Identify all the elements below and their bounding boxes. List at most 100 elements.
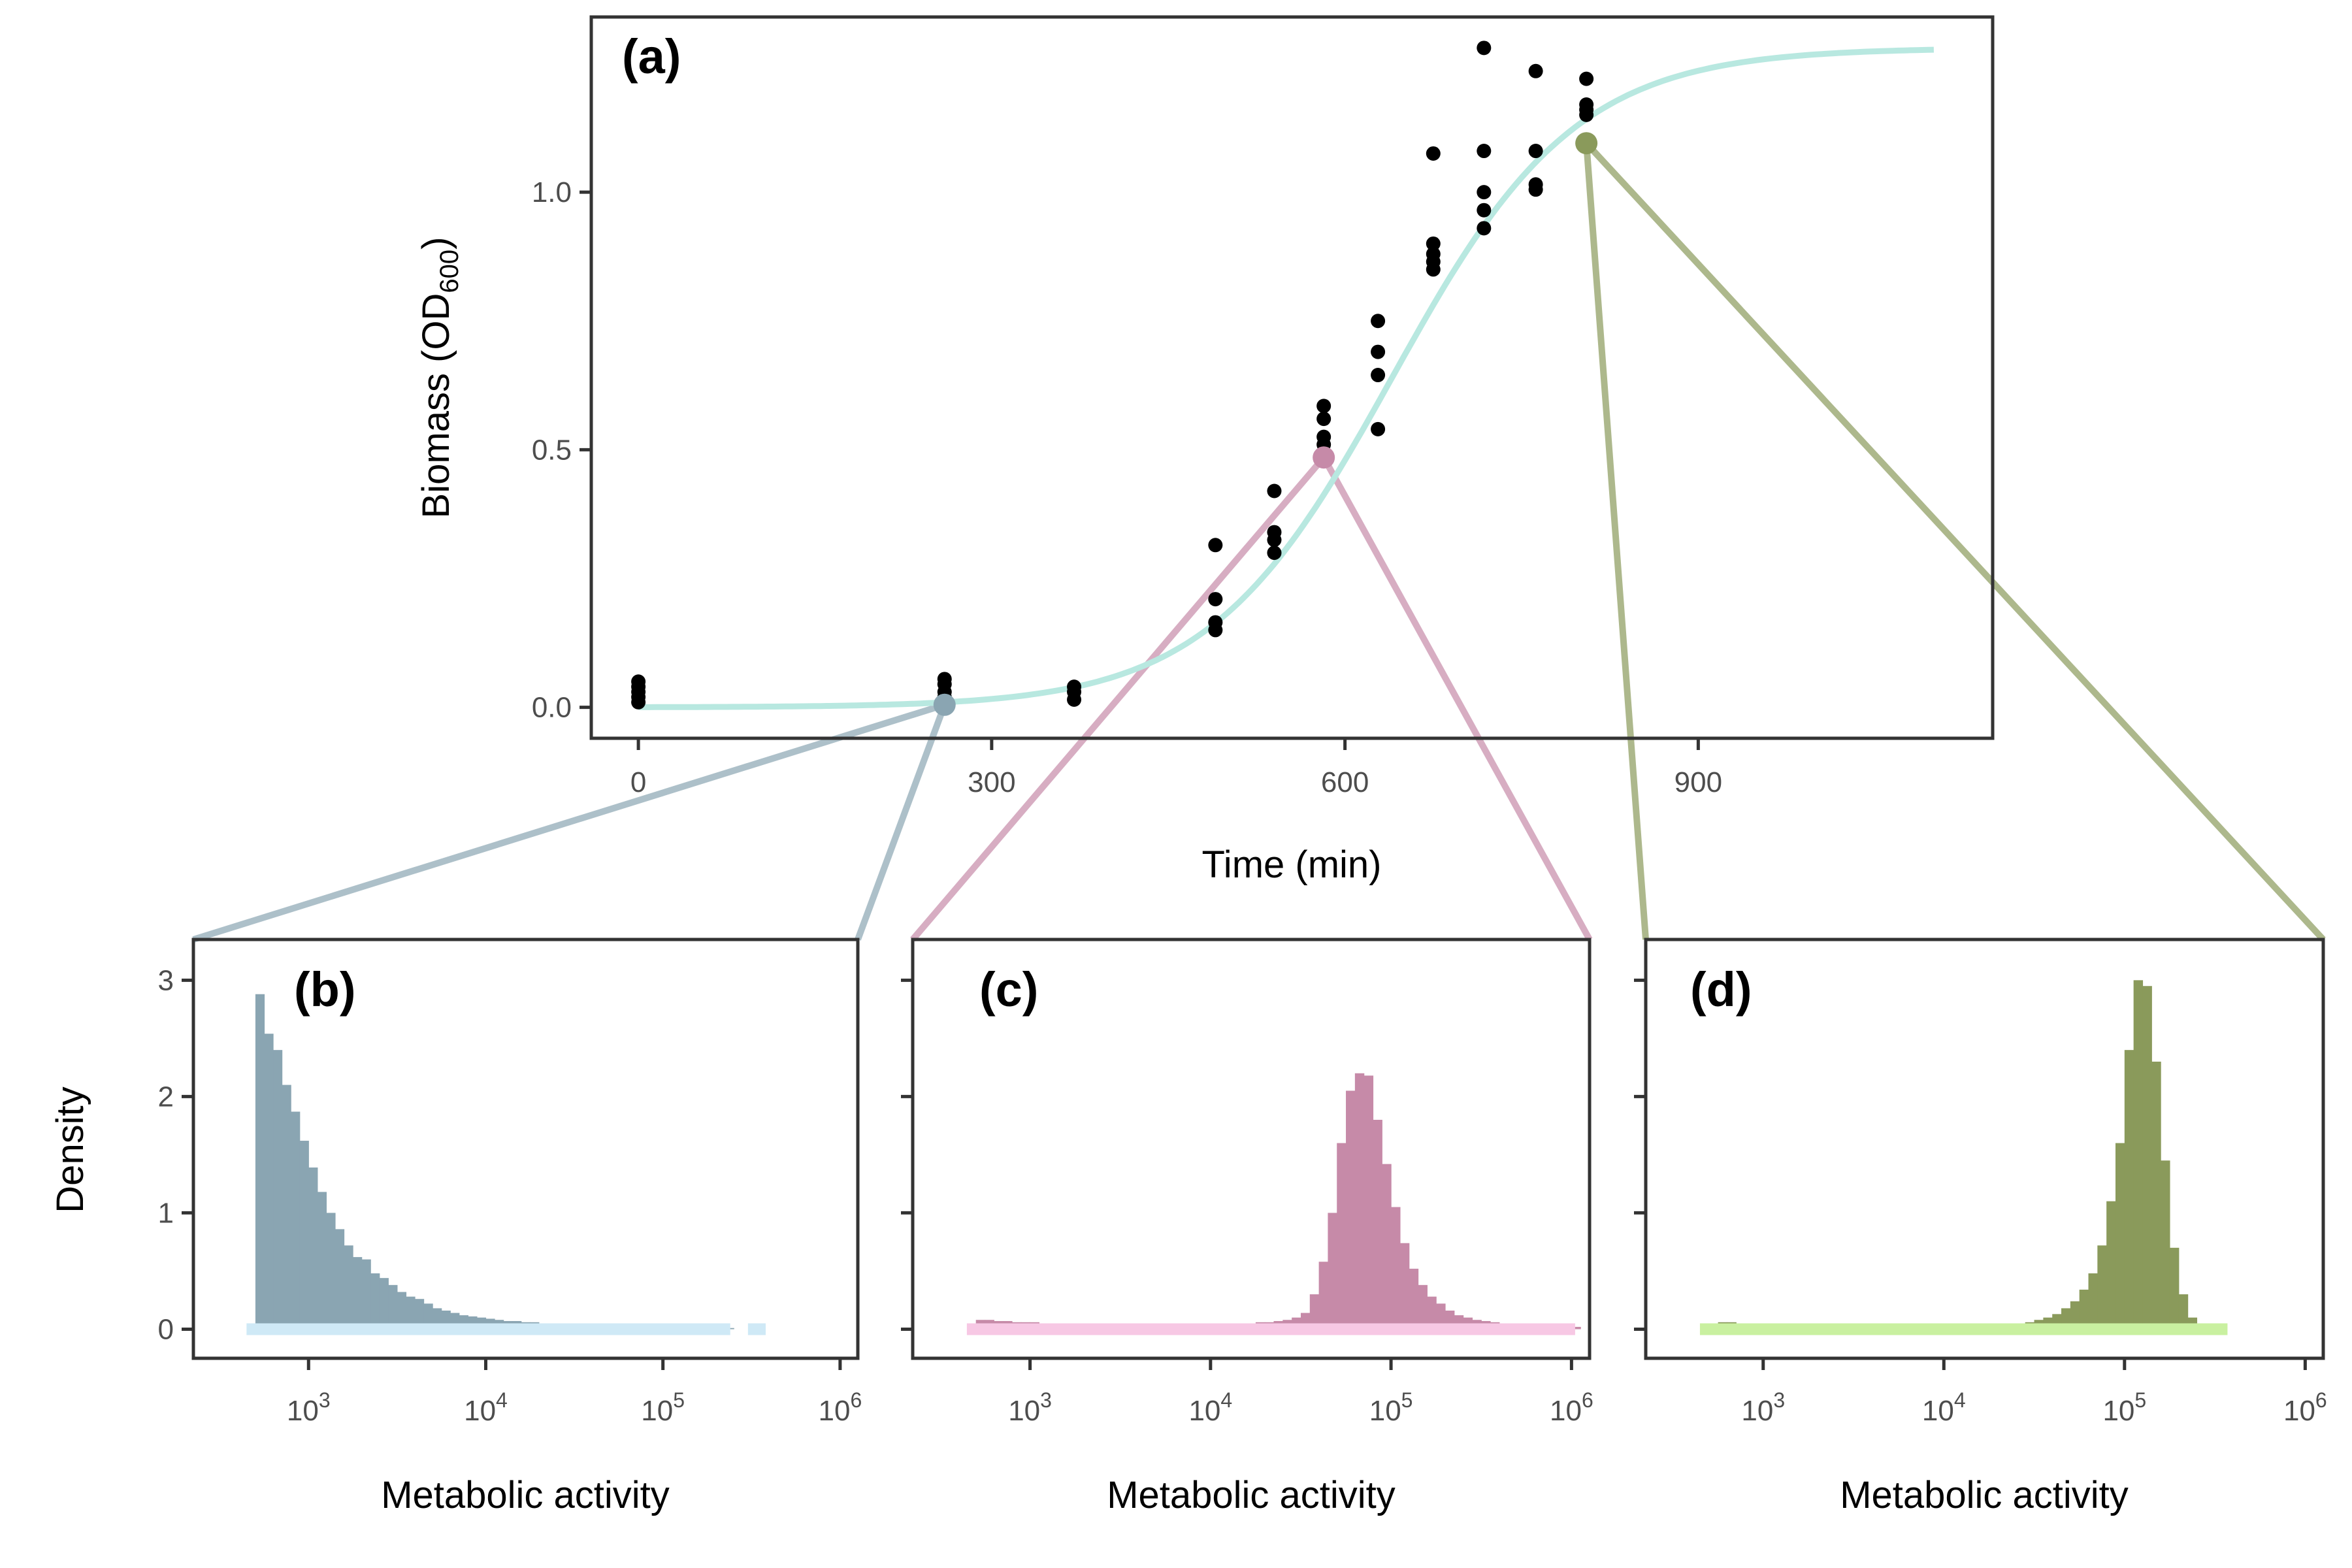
tick-base: 10 (2283, 1395, 2315, 1427)
tick-base: 10 (464, 1395, 496, 1427)
panel-d-bar-45 (2106, 1201, 2116, 1330)
tick-exponent: 6 (2315, 1388, 2327, 1412)
tick-exponent: 4 (496, 1388, 508, 1412)
biomass-point-34 (1477, 221, 1492, 236)
biomass-point-35 (1477, 203, 1492, 218)
panel-c-histogram: 103 104 105 106 (c) Metabolic activity (901, 938, 1593, 1516)
panel-d-bar-47 (2124, 1050, 2134, 1330)
panel-d-axes: 103 104 105 106 (1634, 978, 2327, 1427)
panel-b-bar-19 (415, 1299, 425, 1330)
panel-b-x-tick-label-6: 106 (819, 1388, 862, 1427)
panel-b-bar-5 (291, 1111, 301, 1330)
biomass-point-38 (1477, 41, 1492, 56)
biomass-point-33 (1426, 146, 1441, 161)
tick-base: 10 (1369, 1395, 1401, 1427)
zoom-line-left-3 (1583, 142, 1649, 940)
panel-d-x-tick-label-3: 103 (1741, 1388, 1785, 1427)
biomass-point-40 (1528, 177, 1543, 192)
tick-base: 10 (2102, 1395, 2134, 1427)
biomass-point-42 (1528, 63, 1543, 78)
tick-exponent: 3 (1040, 1388, 1052, 1412)
panel-c-bar-45 (1373, 1119, 1382, 1330)
tick-exponent: 3 (319, 1388, 331, 1412)
panel-c-label: (c) (979, 962, 1038, 1017)
panel-b-y-tick-label-3: 3 (158, 964, 174, 996)
y-axis-title-subscript: 600 (435, 250, 464, 293)
panel-b-y-axis-title: Density (49, 1086, 91, 1213)
biomass-point-31 (1426, 246, 1441, 261)
biomass-point-23 (1316, 412, 1331, 427)
biomass-point-19 (1267, 525, 1282, 540)
biomass-point-9 (937, 672, 952, 687)
panel-b-bar-1 (255, 994, 265, 1330)
y-axis-title-end: ) (415, 237, 457, 250)
tick-base: 10 (1741, 1395, 1773, 1427)
tick-base: 10 (1550, 1395, 1582, 1427)
zoom-line-right-3 (1584, 140, 2326, 942)
panel-c-x-tick-label-5: 105 (1369, 1388, 1413, 1427)
fitted-growth-curve (638, 46, 1934, 710)
tick-base: 10 (641, 1395, 673, 1427)
panel-b-bar-13 (361, 1259, 371, 1330)
panel-b-bar-20 (423, 1303, 433, 1330)
panel-d-bar-42 (2079, 1289, 2089, 1330)
panel-a-y-axis-title: Biomass (OD600) (415, 237, 464, 519)
biomass-point-46 (1579, 71, 1594, 86)
sample-timepoint-markers (933, 132, 1598, 716)
panel-c-bar-40 (1328, 1213, 1337, 1330)
panel-a-y-tick-label-0.0: 0.0 (532, 692, 572, 724)
panel-b-frame (191, 938, 860, 1360)
tick-base: 10 (819, 1395, 851, 1427)
tick-exponent: 3 (1773, 1388, 1785, 1412)
biomass-point-20 (1267, 483, 1282, 498)
tick-base: 10 (1008, 1395, 1040, 1427)
panel-c-bar-41 (1337, 1143, 1347, 1330)
panel-c-bar-47 (1391, 1207, 1401, 1330)
panel-b-bar-3 (273, 1050, 283, 1330)
biomass-point-41 (1528, 144, 1543, 159)
panel-b-x-tick-label-4: 104 (464, 1388, 508, 1427)
panel-d-bar-41 (2070, 1301, 2080, 1330)
panel-d-x-tick-label-4: 104 (1922, 1388, 1966, 1427)
panel-b-label: (b) (294, 962, 356, 1017)
panel-b-y-tick-label-0: 0 (158, 1313, 174, 1345)
tick-base: 10 (1188, 1395, 1220, 1427)
panel-a-x-tick-label-300: 300 (968, 766, 1015, 798)
zoom-line-left-2 (910, 455, 1326, 942)
tick-exponent: 4 (1954, 1388, 1966, 1412)
panel-b-x-axis-title: Metabolic activity (381, 1474, 670, 1516)
panel-c-bar-50 (1418, 1284, 1428, 1330)
panel-d-x-axis-title: Metabolic activity (1840, 1474, 2129, 1516)
panel-c-bar-38 (1309, 1294, 1320, 1330)
biomass-point-15 (1208, 592, 1223, 607)
biomass-point-27 (1371, 344, 1386, 359)
tick-base: 10 (287, 1395, 319, 1427)
panel-c-axes: 103 104 105 106 (901, 978, 1593, 1427)
biomass-point-24 (1316, 399, 1331, 414)
panel-b-bar-17 (397, 1292, 407, 1330)
panel-d-bar-48 (2133, 980, 2144, 1330)
biomass-point-22 (1316, 429, 1331, 444)
panel-c-bar-43 (1354, 1073, 1365, 1330)
biomass-point-32 (1426, 236, 1441, 251)
panel-b-bar-14 (370, 1273, 380, 1330)
panel-c-bar-42 (1346, 1090, 1356, 1330)
panel-d-bar-49 (2142, 986, 2152, 1330)
panel-c-histogram-bars (975, 1073, 1581, 1330)
tick-exponent: 6 (1582, 1388, 1593, 1412)
panel-d-label: (d) (1690, 962, 1752, 1017)
biomass-point-26 (1371, 368, 1386, 383)
panel-c-x-tick-label-6: 106 (1550, 1388, 1593, 1427)
biomass-point-16 (1208, 538, 1223, 553)
panel-d-frame (1644, 938, 2325, 1360)
panel-d-histogram: 103 104 105 106 (d) Metabolic activity (1634, 938, 2327, 1516)
biomass-point-25 (1371, 421, 1386, 436)
panel-b-x-tick-label-5: 105 (641, 1388, 685, 1427)
panel-b-y-tick-label-2: 2 (158, 1081, 174, 1113)
panel-c-x-tick-label-4: 104 (1188, 1388, 1232, 1427)
panel-b-bar-11 (344, 1245, 353, 1330)
panel-c-bar-48 (1399, 1243, 1410, 1330)
panel-b-bar-4 (282, 1085, 291, 1330)
